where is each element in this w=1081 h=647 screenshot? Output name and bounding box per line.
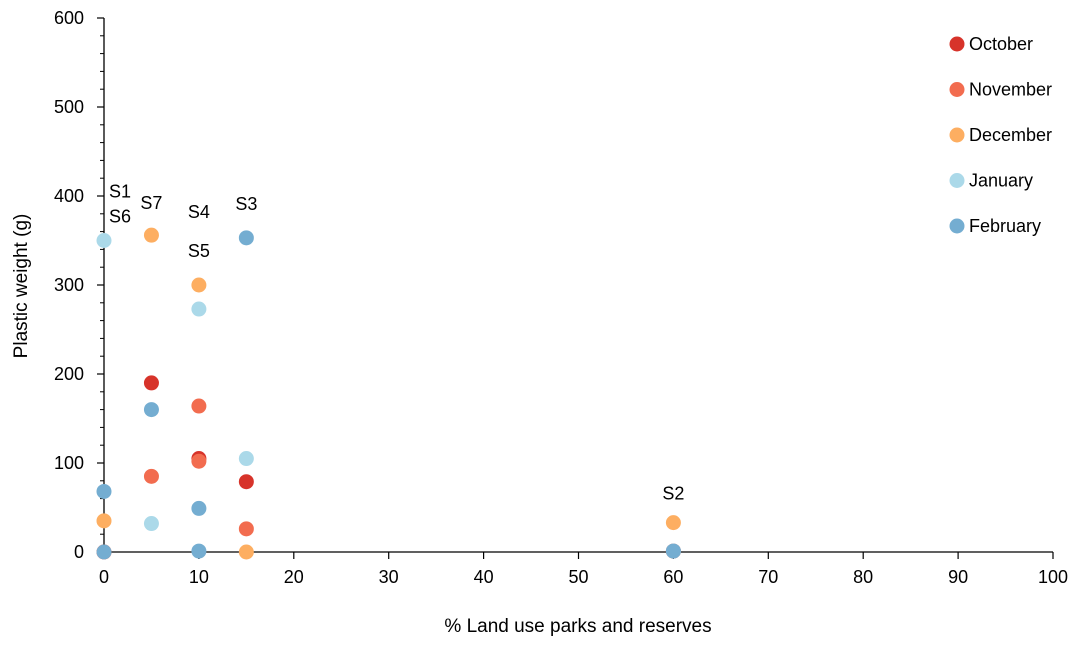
y-tick-label: 600 [54, 8, 84, 28]
data-point-february [665, 543, 681, 559]
data-point-october [238, 474, 254, 490]
x-tick-label: 50 [568, 567, 588, 587]
data-point-february [96, 483, 112, 499]
legend-label-november: November [969, 80, 1052, 100]
data-point-december [191, 277, 207, 293]
legend-marker-october [949, 36, 965, 52]
legend-marker-january [949, 173, 965, 188]
y-tick-label: 500 [54, 97, 84, 117]
data-point-february [191, 543, 207, 559]
data-point-february [96, 544, 112, 560]
y-tick-label: 100 [54, 453, 84, 473]
data-point-december [96, 513, 112, 529]
legend-label-january: January [969, 171, 1033, 191]
x-tick-label: 60 [663, 567, 683, 587]
data-point-october [143, 375, 159, 391]
data-point-november [238, 521, 254, 537]
site-annotations: S1 S6 S7 S4 S3 S5 S2 [109, 182, 684, 504]
legend-marker-february [949, 218, 965, 234]
axes: 0 100 200 300 400 500 600 0 10 20 30 40 50 60 70 80 90 10… [54, 8, 1068, 587]
legend-label-february: February [969, 216, 1041, 236]
data-point-january [191, 301, 207, 317]
x-tick-label: 10 [189, 567, 209, 587]
x-tick-label: 90 [948, 567, 968, 587]
x-tick-label: 70 [758, 567, 778, 587]
data-point-december [143, 227, 159, 243]
site-label: S3 [235, 194, 257, 214]
site-label: S6 [109, 206, 131, 226]
site-label: S2 [662, 483, 684, 503]
y-tick-label: 400 [54, 186, 84, 206]
x-tick-label: 80 [853, 567, 873, 587]
legend: October November December January February [949, 34, 1052, 236]
y-tick-label: 200 [54, 364, 84, 384]
x-tick-label: 20 [284, 567, 304, 587]
data-point-december [238, 544, 254, 560]
x-tick-label: 40 [474, 567, 494, 587]
site-label: S4 [188, 202, 210, 222]
y-tick-label: 300 [54, 275, 84, 295]
data-point-november [191, 453, 207, 469]
y-tick-label: 0 [74, 542, 84, 562]
data-point-february [143, 402, 159, 418]
data-point-january [238, 451, 254, 467]
legend-label-december: December [969, 125, 1052, 145]
x-tick-label: 100 [1038, 567, 1068, 587]
x-tick-label: 30 [379, 567, 399, 587]
legend-marker-november [949, 82, 965, 97]
site-label: S1 [109, 182, 131, 202]
data-point-february [191, 500, 207, 516]
site-label: S7 [140, 193, 162, 213]
legend-marker-december [949, 127, 965, 143]
data-point-november [191, 398, 207, 414]
y-axis-title: Plastic weight (g) [11, 214, 32, 359]
data-point-january [143, 516, 159, 532]
site-label: S5 [188, 241, 210, 261]
data-point-january [96, 233, 112, 248]
x-axis-title: % Land use parks and reserves [444, 616, 711, 637]
data-point-december [665, 515, 681, 531]
x-tick-label: 0 [99, 567, 109, 587]
data-point-february [238, 230, 254, 246]
legend-label-october: October [969, 34, 1033, 54]
data-points [96, 227, 681, 560]
data-point-november [143, 468, 159, 484]
